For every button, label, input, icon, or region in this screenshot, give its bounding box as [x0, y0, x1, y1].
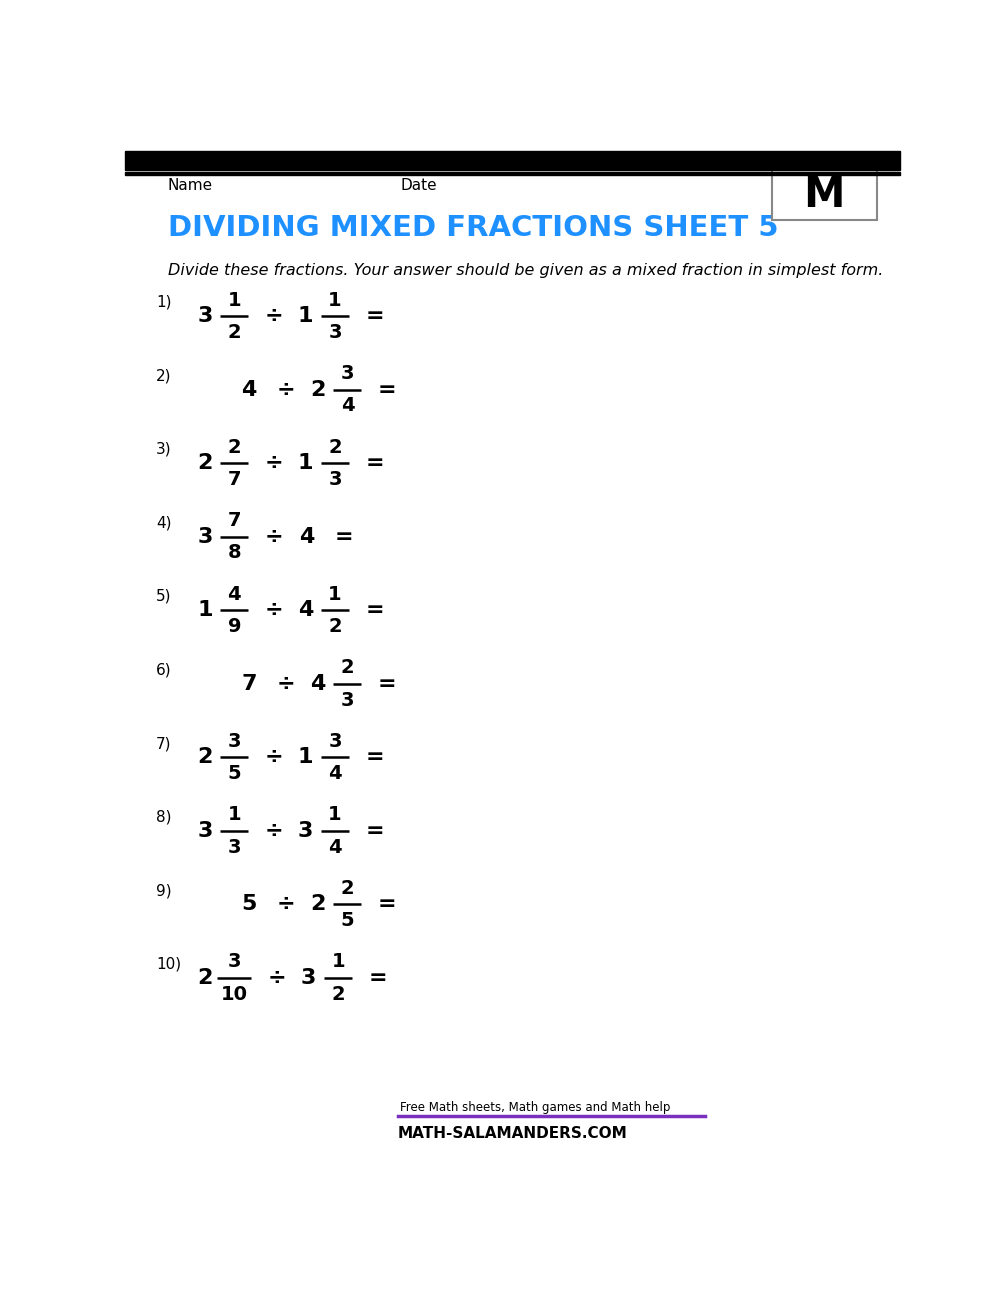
- Text: 9: 9: [228, 617, 241, 637]
- Text: =: =: [365, 600, 384, 620]
- FancyBboxPatch shape: [772, 153, 877, 220]
- Text: 5: 5: [341, 911, 354, 930]
- Text: 8: 8: [227, 543, 241, 563]
- Text: 6): 6): [156, 663, 172, 678]
- Text: Free Math sheets, Math games and Math help: Free Math sheets, Math games and Math he…: [400, 1100, 670, 1114]
- Text: ÷: ÷: [277, 894, 296, 915]
- Text: 1: 1: [328, 805, 342, 824]
- Text: =: =: [365, 748, 384, 767]
- Text: 2: 2: [310, 379, 326, 400]
- Text: 2: 2: [227, 324, 241, 342]
- Text: 7x5: 7x5: [817, 155, 831, 164]
- Text: =: =: [365, 820, 384, 841]
- Text: 9): 9): [156, 883, 172, 898]
- Text: ÷: ÷: [277, 674, 296, 694]
- Text: =: =: [378, 379, 396, 400]
- Text: 3: 3: [228, 731, 241, 751]
- Text: 5: 5: [241, 894, 257, 915]
- Text: ÷: ÷: [264, 307, 283, 326]
- Text: 1: 1: [328, 291, 342, 309]
- Text: 3: 3: [197, 820, 213, 841]
- Text: 2: 2: [197, 453, 213, 474]
- Text: Divide these fractions. Your answer should be given as a mixed fraction in simpl: Divide these fractions. Your answer shou…: [168, 263, 883, 277]
- Text: 5): 5): [156, 589, 172, 604]
- Text: ÷: ÷: [264, 453, 283, 474]
- Text: 3: 3: [228, 952, 241, 972]
- Text: ÷: ÷: [264, 748, 283, 767]
- Text: 7): 7): [156, 736, 172, 751]
- Text: 2: 2: [310, 894, 326, 915]
- Text: 3: 3: [341, 691, 354, 709]
- Text: =: =: [368, 968, 387, 989]
- Text: Name: Name: [168, 177, 213, 193]
- Text: 1: 1: [328, 585, 342, 604]
- Text: 3: 3: [328, 731, 342, 751]
- Text: 7: 7: [241, 674, 257, 694]
- Text: 3: 3: [298, 820, 313, 841]
- Text: =: =: [365, 453, 384, 474]
- Text: MATH-SALAMANDERS.COM: MATH-SALAMANDERS.COM: [398, 1126, 628, 1141]
- Text: 2: 2: [197, 968, 213, 989]
- Text: 3: 3: [228, 837, 241, 857]
- Text: Date: Date: [400, 177, 437, 193]
- Text: 4: 4: [341, 396, 354, 415]
- Text: ÷: ÷: [264, 820, 283, 841]
- Text: 2: 2: [341, 879, 354, 898]
- Text: 1: 1: [227, 291, 241, 309]
- Text: 2: 2: [328, 437, 342, 457]
- Text: 2): 2): [156, 369, 172, 383]
- Text: 4: 4: [328, 763, 342, 783]
- Text: 7: 7: [228, 470, 241, 489]
- Text: 4): 4): [156, 515, 172, 531]
- Text: 1: 1: [298, 453, 313, 474]
- Text: ÷: ÷: [264, 600, 283, 620]
- Text: 3: 3: [328, 324, 342, 342]
- Text: ÷: ÷: [277, 379, 296, 400]
- Bar: [125, 172, 900, 175]
- Text: 1: 1: [298, 307, 313, 326]
- Text: 2: 2: [341, 659, 354, 677]
- Text: 3: 3: [197, 307, 213, 326]
- Text: DIVIDING MIXED FRACTIONS SHEET 5: DIVIDING MIXED FRACTIONS SHEET 5: [168, 214, 778, 242]
- Text: =: =: [365, 307, 384, 326]
- Text: 3: 3: [301, 968, 316, 989]
- Text: 7: 7: [228, 511, 241, 531]
- Text: =: =: [378, 894, 396, 915]
- Text: 4: 4: [241, 379, 257, 400]
- Text: 3: 3: [197, 527, 213, 547]
- Text: =: =: [335, 527, 354, 547]
- Text: =35: =35: [816, 162, 832, 171]
- Text: 4: 4: [298, 600, 313, 620]
- Text: ÷: ÷: [268, 968, 286, 989]
- Text: 1: 1: [331, 952, 345, 972]
- Text: 3: 3: [328, 470, 342, 489]
- Text: 10: 10: [221, 985, 248, 1004]
- Text: 1: 1: [197, 600, 213, 620]
- Text: 2: 2: [227, 437, 241, 457]
- Text: 4: 4: [227, 585, 241, 604]
- Text: 5: 5: [227, 763, 241, 783]
- Text: =: =: [378, 674, 396, 694]
- Text: 8): 8): [156, 810, 172, 824]
- Text: M: M: [803, 175, 845, 216]
- Text: 2: 2: [331, 985, 345, 1004]
- Text: 3): 3): [156, 443, 172, 457]
- Text: 2: 2: [197, 748, 213, 767]
- Bar: [125, 150, 900, 170]
- Text: 1: 1: [227, 805, 241, 824]
- Text: 2: 2: [328, 617, 342, 637]
- Text: 4: 4: [299, 527, 315, 547]
- Text: 1: 1: [298, 748, 313, 767]
- Text: 3: 3: [341, 364, 354, 383]
- Text: 4: 4: [310, 674, 326, 694]
- Text: 1): 1): [156, 295, 172, 309]
- Text: 10): 10): [156, 956, 181, 972]
- Text: ÷: ÷: [264, 527, 283, 547]
- Text: 4: 4: [328, 837, 342, 857]
